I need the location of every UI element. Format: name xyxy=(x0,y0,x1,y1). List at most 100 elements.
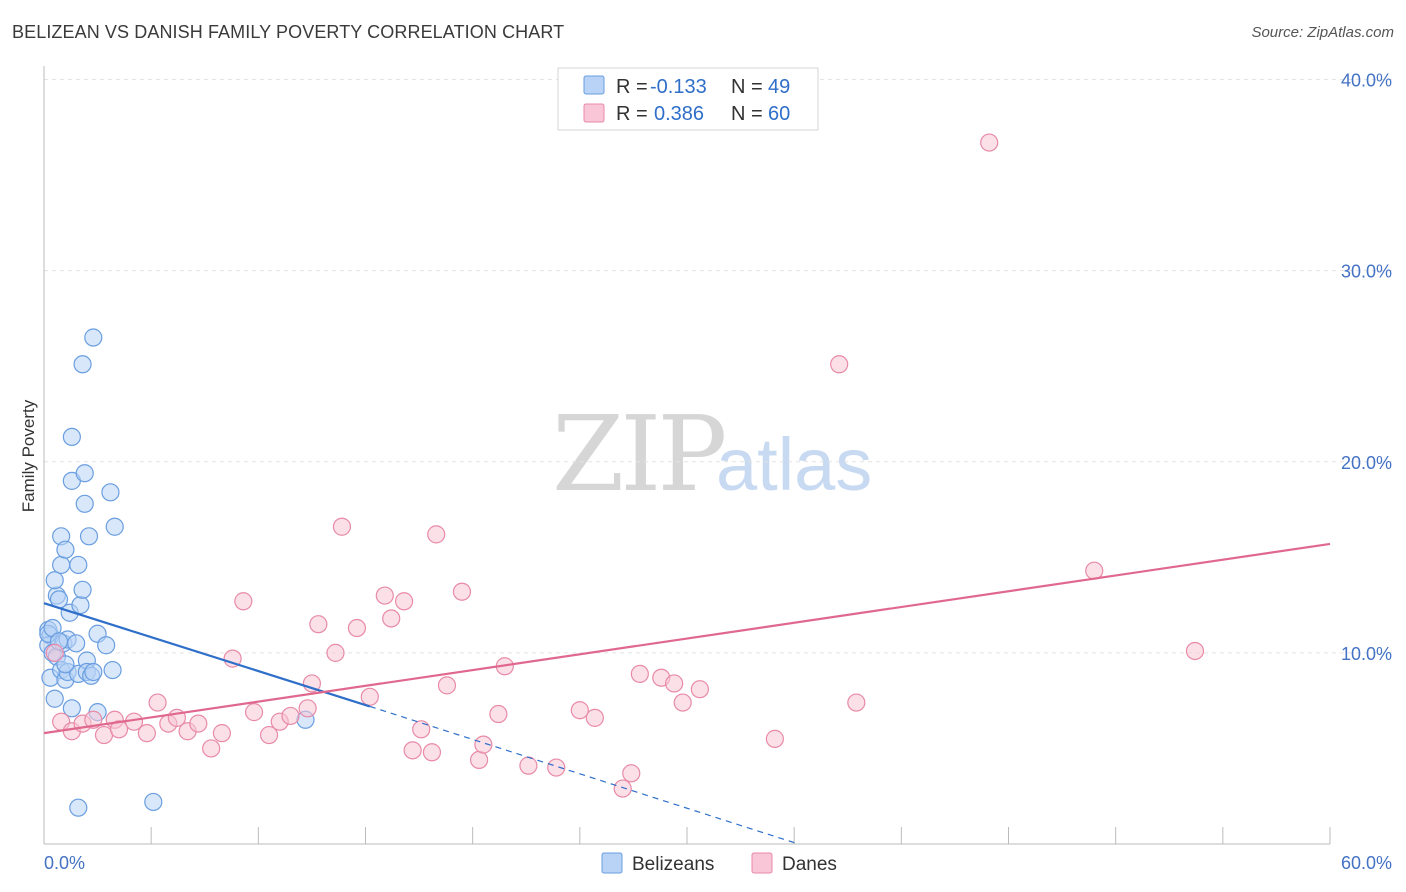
danes-point xyxy=(613,779,632,798)
belizeans-point xyxy=(62,427,81,447)
legend: R = -0.133 N = 49 R = 0.386 N = 60 xyxy=(557,67,819,131)
belizeans-point xyxy=(105,517,124,536)
danes-point xyxy=(309,615,328,634)
danes-point xyxy=(690,680,709,699)
watermark: ZIP atlas xyxy=(552,393,872,515)
legend-r-label-belizeans: R = xyxy=(616,76,648,98)
bottom-legend-swatch-danes xyxy=(751,852,773,874)
danes-point xyxy=(360,687,379,706)
danes-point xyxy=(259,725,279,745)
belizeans-point xyxy=(52,555,71,575)
belizeans-point xyxy=(56,655,75,674)
watermark-zip: ZIP xyxy=(552,393,724,515)
series-belizeans xyxy=(39,328,315,817)
legend-n-value-danes: 60 xyxy=(768,103,790,125)
y-tick-labels: 10.0% 20.0% 30.0% 40.0% xyxy=(1341,71,1392,664)
danes-point xyxy=(422,743,442,762)
danes-point xyxy=(437,676,457,695)
y-tick-label: 10.0% xyxy=(1341,644,1392,664)
legend-swatch-danes xyxy=(583,103,605,123)
belizeans-point xyxy=(79,527,99,546)
danes-point xyxy=(382,609,401,628)
danes-point xyxy=(223,649,242,668)
danes-point xyxy=(665,674,684,693)
belizeans-point xyxy=(69,798,88,817)
danes-point xyxy=(765,729,784,748)
series-danes xyxy=(45,133,1205,798)
danes-point xyxy=(403,741,422,760)
danes-point xyxy=(394,592,414,611)
bottom-legend: Belizeans Danes xyxy=(601,852,837,875)
belizeans-trend-extension xyxy=(369,705,799,845)
belizeans-point xyxy=(73,580,92,599)
danes-point xyxy=(452,582,472,601)
danes-point xyxy=(375,586,394,605)
trend-lines xyxy=(43,542,1331,845)
legend-n-value-belizeans: 49 xyxy=(768,76,790,98)
danes-point xyxy=(980,133,999,152)
bottom-legend-label-belizeans: Belizeans xyxy=(632,854,714,875)
belizeans-trend-line xyxy=(43,602,371,708)
x-ticks xyxy=(43,827,1331,844)
belizeans-point xyxy=(144,792,163,812)
legend-r-value-belizeans: -0.133 xyxy=(650,76,707,98)
legend-swatch-belizeans xyxy=(583,75,605,95)
belizeans-point xyxy=(45,571,64,590)
danes-point xyxy=(622,764,641,783)
danes-point xyxy=(212,724,231,743)
danes-point xyxy=(281,706,300,726)
bottom-legend-swatch-belizeans xyxy=(601,852,623,874)
danes-point xyxy=(234,592,253,611)
belizeans-point xyxy=(67,634,86,653)
belizeans-point xyxy=(84,328,103,347)
legend-n-label-belizeans: N = xyxy=(731,76,763,98)
danes-point xyxy=(332,517,352,536)
belizeans-point xyxy=(103,660,122,680)
danes-point xyxy=(202,739,221,758)
chart-source: Source: ZipAtlas.com xyxy=(1251,24,1394,41)
belizeans-point xyxy=(97,636,116,655)
danes-point xyxy=(427,525,446,544)
danes-point xyxy=(244,703,264,722)
danes-point xyxy=(347,618,367,638)
danes-point xyxy=(326,643,345,662)
danes-point xyxy=(585,708,604,727)
belizeans-point xyxy=(73,355,92,374)
legend-r-label-danes: R = xyxy=(616,103,648,125)
danes-point xyxy=(84,710,103,729)
x-tick-label-min: 0.0% xyxy=(44,853,85,873)
y-tick-label: 40.0% xyxy=(1341,71,1392,91)
danes-point xyxy=(469,750,489,770)
legend-r-value-danes: 0.386 xyxy=(654,103,704,125)
danes-trend-line xyxy=(43,542,1331,735)
bottom-legend-label-danes: Danes xyxy=(782,854,837,875)
legend-n-label-danes: N = xyxy=(731,103,763,125)
danes-point xyxy=(412,720,431,739)
x-tick-label-max: 60.0% xyxy=(1341,853,1392,873)
danes-point xyxy=(630,664,649,683)
danes-point xyxy=(847,693,866,712)
danes-point xyxy=(547,758,566,777)
danes-point xyxy=(189,714,208,733)
danes-point xyxy=(148,693,167,712)
y-axis-label: Family Poverty xyxy=(19,399,38,512)
danes-point xyxy=(570,701,589,720)
danes-point xyxy=(519,756,538,775)
danes-point xyxy=(137,724,156,743)
gridlines xyxy=(44,79,1392,654)
belizeans-point xyxy=(62,699,81,718)
y-tick-label: 20.0% xyxy=(1341,453,1392,473)
danes-point xyxy=(474,735,493,754)
belizeans-point xyxy=(75,494,94,513)
belizeans-point xyxy=(101,483,120,502)
belizeans-point xyxy=(84,662,103,682)
danes-point xyxy=(1185,641,1205,661)
belizeans-point xyxy=(69,555,88,575)
belizeans-point xyxy=(71,595,90,615)
danes-point xyxy=(298,699,317,718)
danes-point xyxy=(45,643,64,662)
y-tick-label: 30.0% xyxy=(1341,262,1392,282)
danes-point xyxy=(830,355,849,374)
danes-point xyxy=(673,693,692,712)
